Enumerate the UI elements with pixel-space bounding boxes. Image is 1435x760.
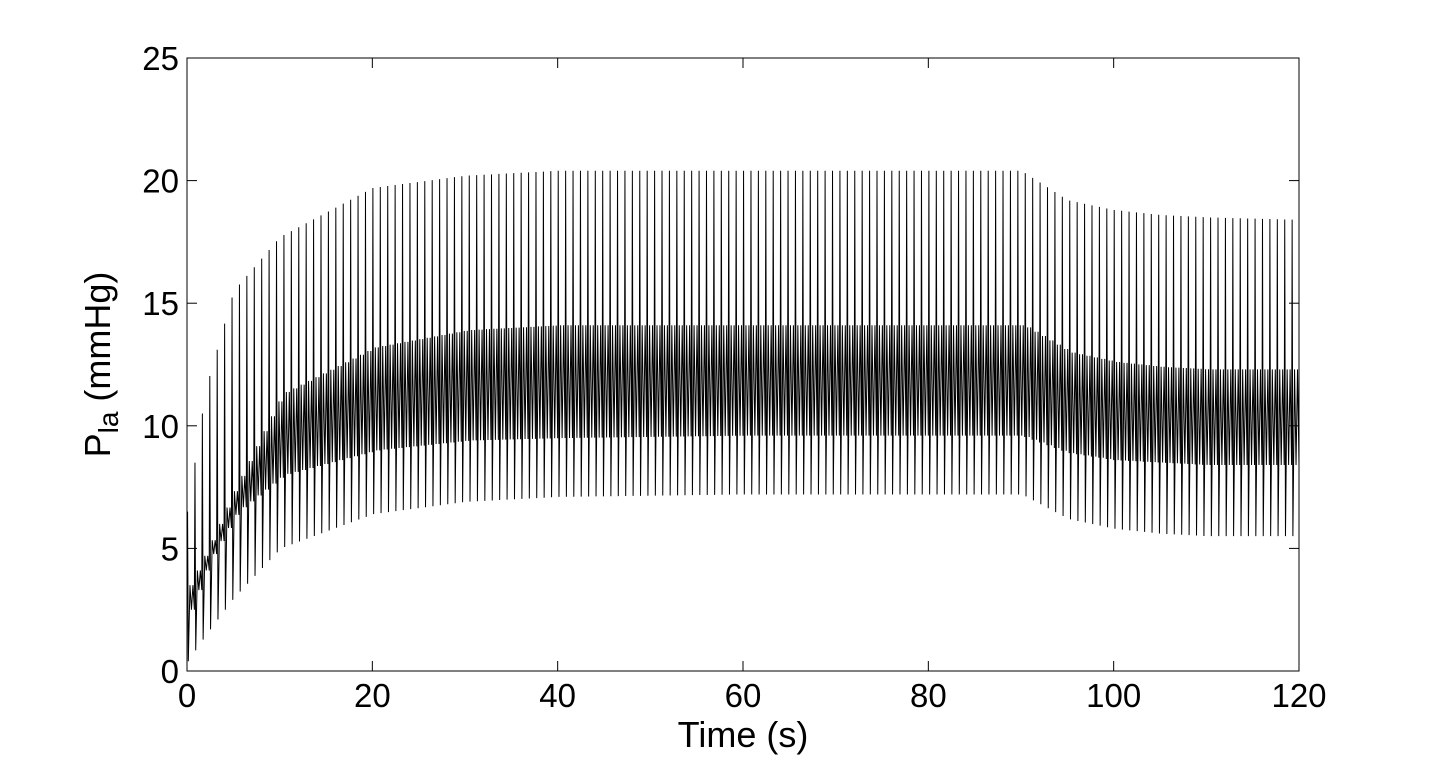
y-tick-label: 10	[142, 408, 179, 445]
y-axis-label: Pla (mmHg)	[77, 272, 124, 458]
y-tick-label: 5	[161, 530, 179, 567]
y-tick-label: 25	[142, 40, 179, 77]
y-tick-label: 0	[161, 653, 179, 690]
trace-layer	[186, 170, 1300, 662]
x-tick-label: 20	[354, 677, 391, 714]
x-tick-label: 0	[178, 677, 196, 714]
x-tick-label: 100	[1086, 677, 1141, 714]
x-tick-label: 60	[725, 677, 762, 714]
series-line-pla	[186, 170, 1300, 662]
y-tick-label: 20	[142, 163, 179, 200]
y-axis-label-subscript: la	[93, 411, 124, 433]
y-axis-label-suffix: (mmHg)	[77, 272, 118, 412]
x-axis-label: Time (s)	[678, 714, 809, 755]
y-tick-label: 15	[142, 285, 179, 322]
x-tick-label: 120	[1271, 677, 1326, 714]
x-tick-label: 80	[910, 677, 947, 714]
x-tick-label: 40	[539, 677, 576, 714]
y-axis-label-base: P	[77, 433, 118, 457]
ticks-layer: 0 20 40 60 80 100 120 0 5 10 15 20 25	[142, 40, 1326, 714]
